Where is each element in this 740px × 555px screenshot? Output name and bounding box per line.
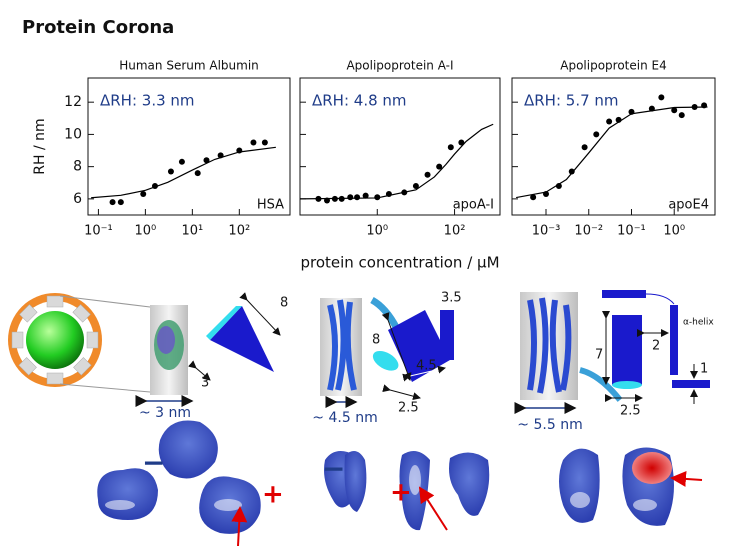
charge-sign: − bbox=[322, 452, 345, 485]
dimension: 2 bbox=[652, 339, 660, 354]
data-point bbox=[250, 139, 257, 146]
slide-title: Protein Corona bbox=[22, 17, 174, 38]
dimension: α-helix bbox=[683, 318, 714, 328]
data-point bbox=[648, 105, 655, 112]
annotation: ΔRH: 3.3 nm bbox=[100, 92, 195, 110]
fit-curve bbox=[516, 106, 708, 199]
data-point bbox=[606, 118, 613, 125]
dimension: 1 bbox=[700, 362, 708, 377]
panel-label: apoA-I bbox=[453, 198, 494, 213]
size-label: ~ 5.5 nm bbox=[517, 417, 582, 433]
plot-frame bbox=[87, 77, 291, 216]
data-point bbox=[385, 191, 392, 198]
data-point bbox=[151, 182, 158, 189]
data-point bbox=[140, 191, 147, 198]
x-axis-label: protein concentration / μM bbox=[300, 254, 499, 272]
data-point bbox=[315, 195, 322, 202]
size-label: ~ 3 nm bbox=[139, 405, 191, 421]
chart-title: Human Serum Albumin bbox=[119, 59, 259, 73]
x-tick-label: 10⁻³ bbox=[532, 224, 561, 239]
data-point bbox=[691, 104, 698, 111]
data-point bbox=[236, 147, 243, 154]
surface-potential-maps bbox=[97, 420, 703, 547]
y-tick-label: 12 bbox=[64, 94, 82, 110]
panel-label: apoE4 bbox=[668, 198, 709, 213]
dimension: 4.5 bbox=[416, 359, 437, 374]
y-tick-label: 10 bbox=[64, 126, 82, 142]
data-point bbox=[109, 199, 116, 206]
data-point bbox=[178, 158, 185, 165]
x-tick-label: 10⁰ bbox=[135, 224, 157, 239]
data-point bbox=[671, 107, 678, 114]
y-tick-label: 6 bbox=[73, 191, 82, 207]
data-point bbox=[338, 195, 345, 202]
x-tick-label: 10⁰ bbox=[663, 224, 685, 239]
data-point bbox=[117, 199, 124, 206]
data-point bbox=[362, 192, 369, 199]
data-point bbox=[354, 194, 361, 201]
data-point bbox=[593, 131, 600, 138]
data-point bbox=[436, 163, 443, 170]
data-point bbox=[194, 170, 201, 177]
data-point bbox=[658, 94, 665, 101]
dimension: 2.5 bbox=[620, 404, 641, 419]
chart-title: Apolipoprotein E4 bbox=[560, 59, 666, 73]
annotation: ΔRH: 4.8 nm bbox=[312, 92, 407, 110]
data-point bbox=[167, 168, 174, 175]
hsa-model bbox=[135, 292, 281, 407]
data-point bbox=[447, 144, 454, 151]
data-point bbox=[615, 116, 622, 123]
x-tick-label: 10⁻¹ bbox=[617, 224, 646, 239]
x-tick-label: 10¹ bbox=[181, 224, 203, 239]
data-point bbox=[331, 195, 338, 202]
data-point bbox=[458, 139, 465, 146]
data-point bbox=[530, 194, 537, 201]
data-point bbox=[203, 157, 210, 164]
dimension: 2.5 bbox=[398, 401, 419, 416]
dimension: 8 bbox=[372, 333, 380, 348]
size-label: ~ 4.5 nm bbox=[312, 410, 377, 426]
apoa1-model bbox=[320, 296, 454, 408]
data-point bbox=[217, 152, 224, 159]
x-tick-label: 10² bbox=[444, 224, 466, 239]
annotation: ΔRH: 5.7 nm bbox=[524, 92, 619, 110]
charge-sign: + bbox=[390, 478, 412, 508]
panel-label: HSA bbox=[257, 198, 284, 213]
data-point bbox=[412, 182, 419, 189]
plot-frame bbox=[299, 77, 501, 216]
charge-sign: + bbox=[262, 480, 284, 510]
data-point bbox=[555, 182, 562, 189]
dimension: 3.5 bbox=[441, 291, 462, 306]
plot-frame bbox=[511, 77, 716, 216]
x-tick-label: 10⁻² bbox=[574, 224, 603, 239]
data-point bbox=[424, 171, 431, 178]
fit-curve bbox=[91, 146, 276, 199]
data-point bbox=[628, 108, 635, 115]
data-point bbox=[678, 112, 685, 119]
data-point bbox=[261, 139, 268, 146]
x-tick-label: 10⁻¹ bbox=[84, 224, 113, 239]
x-tick-label: 10⁰ bbox=[366, 224, 388, 239]
data-point bbox=[347, 194, 354, 201]
dimension: 3 bbox=[201, 376, 209, 391]
nanoparticle bbox=[8, 293, 151, 393]
x-tick-label: 10² bbox=[228, 224, 250, 239]
data-point bbox=[568, 168, 575, 175]
data-point bbox=[543, 191, 550, 198]
fit-curve bbox=[299, 123, 494, 200]
charge-sign: − bbox=[142, 446, 165, 479]
dimension: 8 bbox=[280, 296, 288, 311]
dimension: 7 bbox=[595, 348, 603, 363]
data-point bbox=[324, 197, 331, 204]
chart-title: Apolipoprotein A-I bbox=[346, 59, 453, 73]
y-tick-label: 8 bbox=[73, 159, 82, 175]
diagram-labels: ~ 3 nm 3 8 ~ 4.5 nm 8 3.5 4.5 2.5 ~ 5.5 … bbox=[139, 291, 714, 510]
data-point bbox=[701, 102, 708, 109]
data-point bbox=[401, 189, 408, 196]
y-axis-label: RH / nm bbox=[32, 118, 48, 174]
apoe4-model bbox=[514, 290, 710, 414]
data-point bbox=[374, 194, 381, 201]
data-point bbox=[581, 144, 588, 151]
